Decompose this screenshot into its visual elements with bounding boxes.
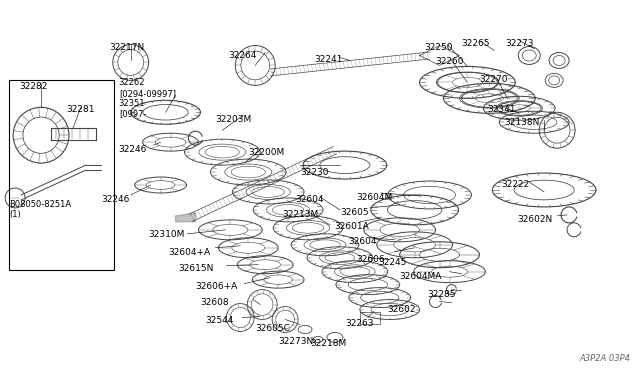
Text: 32230: 32230: [300, 168, 328, 177]
Text: 32273N: 32273N: [278, 337, 314, 346]
Text: 32604: 32604: [295, 195, 324, 204]
Text: 32138N: 32138N: [504, 118, 540, 127]
Text: 32200M: 32200M: [248, 148, 285, 157]
Text: 32602: 32602: [388, 305, 416, 314]
Text: 32606+A: 32606+A: [195, 282, 237, 291]
Text: 32615N: 32615N: [179, 264, 214, 273]
Text: 32262
[0294-09997]
32351
[0997-: 32262 [0294-09997] 32351 [0997-: [119, 78, 176, 119]
Text: 32213M: 32213M: [282, 210, 318, 219]
Text: 32245: 32245: [378, 258, 406, 267]
Text: 32341: 32341: [488, 105, 516, 114]
Text: 32263: 32263: [345, 320, 373, 328]
Text: 32602N: 32602N: [517, 215, 552, 224]
Text: 32282: 32282: [19, 82, 47, 92]
Text: 32222: 32222: [501, 180, 529, 189]
Text: 32606: 32606: [356, 255, 385, 264]
Text: B08050-8251A
(1): B08050-8251A (1): [9, 200, 71, 219]
Text: 32250: 32250: [424, 42, 453, 52]
Text: A3P2A 03P4: A3P2A 03P4: [580, 355, 631, 363]
Text: 32265: 32265: [461, 39, 490, 48]
Text: 32604+A: 32604+A: [168, 248, 211, 257]
Text: 32601A: 32601A: [334, 222, 369, 231]
Text: 32604MA: 32604MA: [400, 272, 442, 281]
Text: 32604M: 32604M: [356, 193, 392, 202]
Text: 32544: 32544: [205, 315, 234, 324]
Text: 32264: 32264: [228, 51, 257, 60]
Text: 32218M: 32218M: [310, 339, 346, 349]
Text: 32605C: 32605C: [255, 324, 290, 333]
Text: 32270: 32270: [479, 76, 508, 84]
Bar: [9, 80, 114, 270]
Text: 32608: 32608: [200, 298, 229, 307]
Text: 32605: 32605: [340, 208, 369, 217]
Text: 32203M: 32203M: [216, 115, 252, 124]
Polygon shape: [175, 213, 195, 222]
Text: 32260: 32260: [436, 58, 464, 67]
Text: 32246: 32246: [119, 145, 147, 154]
Text: 32273: 32273: [506, 39, 534, 48]
Text: 32604: 32604: [348, 237, 376, 246]
Text: 32217N: 32217N: [109, 42, 144, 52]
Text: 32281: 32281: [66, 105, 95, 114]
Text: 32310M: 32310M: [148, 230, 185, 239]
Text: 32241: 32241: [314, 55, 342, 64]
Text: 32246: 32246: [101, 195, 129, 204]
Text: 32285: 32285: [428, 290, 456, 299]
